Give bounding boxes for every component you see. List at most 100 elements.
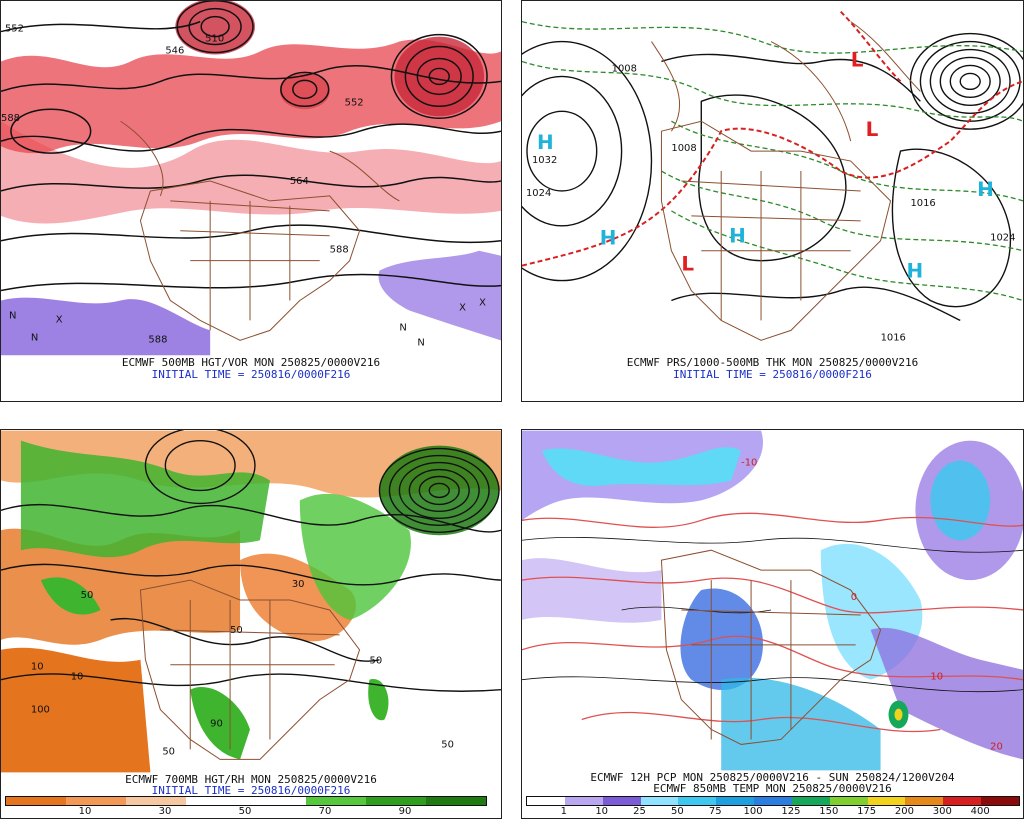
panel-precip-850mb-temp: 20 10 0 -10 ECMWF 12H PCP MON 250825/000… — [521, 429, 1024, 819]
high-pressure-marker: H — [729, 225, 746, 248]
rh-label: 10 — [71, 672, 84, 683]
scale-tick-label: 300 — [932, 806, 952, 817]
scale-swatch — [678, 797, 717, 805]
scale-tick-label: 30 — [158, 806, 172, 817]
scale-tick-label: 100 — [743, 806, 763, 817]
vorticity-marker: N — [9, 310, 16, 321]
contour-label: 588 — [148, 334, 167, 345]
rh-label: 50 — [230, 625, 243, 636]
scale-tick-label: 10 — [78, 806, 92, 817]
scale-tick-label: 75 — [708, 806, 722, 817]
panel-caption: ECMWF 500MB HGT/VOR MON 250825/0000V216 — [121, 356, 381, 369]
rh-label: 10 — [31, 662, 44, 673]
scale-tick-label: 90 — [398, 806, 412, 817]
scale-swatch — [564, 797, 603, 805]
rh-label: 50 — [81, 590, 94, 601]
panel-caption-secondary: ECMWF 850MB TEMP MON 250825/0000V216 — [653, 782, 892, 795]
scale-swatch — [754, 797, 792, 805]
panel-caption: ECMWF PRS/1000-500MB THK MON 250825/0000… — [626, 356, 919, 369]
scale-swatch — [306, 797, 366, 805]
low-pressure-marker: L — [681, 253, 694, 276]
contour-label: 510 — [205, 34, 224, 45]
contour-label: 546 — [165, 46, 184, 57]
panel-caption: ECMWF 12H PCP MON 250825/0000V216 - SUN … — [590, 771, 955, 784]
isobar-label: 1016 — [881, 332, 906, 343]
isobar-label: 1032 — [532, 155, 557, 166]
initial-time: INITIAL TIME = 250816/0000F216 — [673, 368, 872, 381]
rh-label: 100 — [31, 705, 50, 716]
vorticity-marker: N — [31, 332, 38, 343]
scale-tick-label: 10 — [595, 806, 609, 817]
contour-label: 588 — [330, 245, 349, 256]
scale-swatch — [126, 797, 186, 805]
scale-swatch — [426, 797, 486, 805]
scale-tick-label: 50 — [671, 806, 684, 817]
scale-swatch — [66, 797, 126, 805]
scale-tick-label: 70 — [318, 806, 332, 817]
low-pressure-marker: L — [866, 118, 879, 141]
scale-tick-label: 150 — [819, 806, 839, 817]
vorticity-marker: N — [417, 337, 424, 348]
temp-label: 10 — [930, 672, 943, 683]
scale-tick-label: 200 — [894, 806, 914, 817]
map-700mb-humidity: 10 50 10 30 50 90 50 50 50 100 — [1, 430, 501, 773]
isobar-label: 1024 — [990, 233, 1015, 244]
high-pressure-marker: H — [600, 227, 617, 250]
vorticity-marker: X — [56, 314, 63, 325]
scale-tick-label: 125 — [781, 806, 801, 817]
vorticity-marker: X — [479, 297, 486, 308]
precip-color-scale — [526, 796, 1020, 806]
scale-tick-label: 175 — [857, 806, 877, 817]
high-pressure-marker: H — [977, 178, 994, 201]
temp-label: 0 — [851, 592, 857, 603]
contour-label: 588 — [1, 113, 20, 124]
map-precipitation: 20 10 0 -10 — [522, 430, 1023, 771]
panel-caption: ECMWF 700MB HGT/RH MON 250825/0000V216 — [125, 773, 377, 786]
scale-tick-label: 50 — [238, 806, 252, 817]
contour-label: 564 — [290, 176, 309, 187]
scale-tick-label: 400 — [970, 806, 990, 817]
high-pressure-marker: H — [906, 260, 923, 283]
scale-swatch — [366, 797, 426, 805]
scale-tick-label: 25 — [633, 806, 646, 817]
scale-swatch — [829, 797, 868, 805]
vorticity-marker: X — [459, 302, 466, 313]
scale-swatch — [602, 797, 641, 805]
contour-label: 552 — [345, 97, 364, 108]
panel-700mb-hgt-rh: 10 50 10 30 50 90 50 50 50 100 ECMWF 700… — [0, 429, 502, 819]
low-pressure-marker: L — [851, 48, 864, 71]
contour-label: 552 — [5, 24, 24, 35]
scale-swatch — [527, 797, 565, 805]
rh-label: 50 — [162, 746, 175, 757]
panel-500mb-hgt-vor: 552 546 510 552 564 588 588 588 N X N X … — [0, 0, 502, 402]
panel-pressure-thickness: H H H H H 1032 1024 1024 1016 1008 1008 … — [521, 0, 1024, 402]
rh-label: 50 — [370, 656, 383, 667]
map-500mb-vorticity: 552 546 510 552 564 588 588 588 N X N X … — [1, 1, 501, 356]
rh-label: 50 — [441, 739, 454, 750]
high-pressure-marker: H — [537, 131, 554, 154]
isobar-label: 1016 — [910, 198, 935, 209]
scale-swatch — [186, 797, 246, 805]
scale-swatch — [905, 797, 944, 805]
temp-label: 20 — [990, 741, 1003, 752]
isobar-label: 1008 — [671, 143, 696, 154]
rh-scale-ticks: 10 30 50 70 90 — [5, 806, 485, 818]
map-surface-pressure: H H H H H 1032 1024 1024 1016 1008 1008 … — [522, 1, 1023, 356]
vorticity-marker: N — [399, 322, 406, 333]
precip-scale-ticks: 1 10 25 50 75 100 125 150 175 200 300 400 — [526, 806, 1018, 818]
scale-swatch — [716, 797, 755, 805]
isobar-label: 1008 — [612, 63, 637, 74]
temp-label: -10 — [741, 458, 757, 469]
scale-swatch — [640, 797, 679, 805]
isobar-label: 1024 — [526, 188, 551, 199]
scale-swatch — [867, 797, 906, 805]
scale-swatch — [791, 797, 830, 805]
rh-label: 90 — [210, 719, 223, 730]
scale-swatch — [943, 797, 982, 805]
scale-swatch — [6, 797, 66, 805]
initial-time: INITIAL TIME = 250816/0000F216 — [151, 784, 351, 797]
rh-label: 30 — [292, 579, 305, 590]
rh-color-scale — [5, 796, 487, 806]
initial-time: INITIAL TIME = 250816/0000F216 — [151, 368, 351, 381]
scale-swatch — [246, 797, 306, 805]
